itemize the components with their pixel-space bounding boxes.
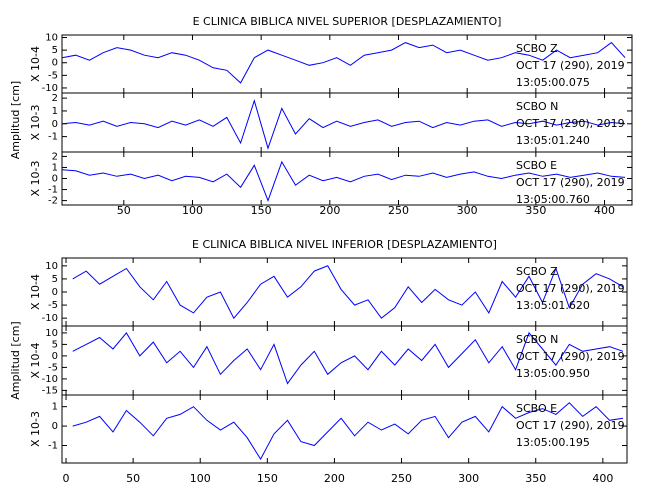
x-tick-label: 200 <box>324 472 345 485</box>
y-tick-label: 0 <box>52 351 58 362</box>
scale-label: X 10-3 <box>29 161 42 197</box>
waveform <box>72 265 624 320</box>
y-tick-label: -1 <box>48 185 58 196</box>
x-tick-label: 350 <box>525 472 546 485</box>
y-tick-label: 2 <box>52 151 58 162</box>
station-label: SCBO N <box>516 100 558 113</box>
x-tick-label: 300 <box>458 472 479 485</box>
station-label: OCT 17 (290), 2019 <box>516 419 625 432</box>
station-label: 13:05:00.075 <box>516 76 590 89</box>
x-tick-label: 50 <box>126 472 140 485</box>
station-label: SCBO Z <box>516 42 558 55</box>
y-tick-label: 0 <box>52 119 58 130</box>
station-label: 13:05:00.760 <box>516 193 590 206</box>
x-tick-label: 0 <box>63 472 70 485</box>
x-tick-label: 150 <box>257 472 278 485</box>
x-tick-label: 250 <box>388 204 409 217</box>
scale-label: X 10-4 <box>29 46 42 82</box>
y-tick-label: -10 <box>42 313 58 324</box>
y-tick-label: 0 <box>52 421 58 432</box>
y-tick-label: -2 <box>48 196 58 207</box>
x-tick-label: 150 <box>251 204 272 217</box>
waveform <box>61 41 626 84</box>
x-tick-label: 100 <box>182 204 203 217</box>
x-tick-label: 50 <box>117 204 131 217</box>
y-tick-label: 0 <box>52 174 58 185</box>
chart-title: E CLINICA BIBLICA NIVEL INFERIOR [DESPLA… <box>192 238 497 251</box>
station-label: OCT 17 (290), 2019 <box>516 59 625 72</box>
station-label: 13:05:01.620 <box>516 299 590 312</box>
x-tick-label: 100 <box>190 472 211 485</box>
scale-label: X 10-4 <box>29 343 42 379</box>
station-label: SCBO E <box>516 159 557 172</box>
x-tick-label: 200 <box>319 204 340 217</box>
station-label: 13:05:00.195 <box>516 436 590 449</box>
y-tick-label: 0 <box>52 58 58 69</box>
y-tick-label: 2 <box>52 93 58 104</box>
y-tick-label: 5 <box>52 274 58 285</box>
y-tick-label: -5 <box>48 300 58 311</box>
station-label: OCT 17 (290), 2019 <box>516 350 625 363</box>
station-label: 13:05:01.240 <box>516 134 590 147</box>
y-tick-label: 1 <box>52 106 58 117</box>
y-tick-label: 10 <box>45 328 58 339</box>
y-tick-label: -10 <box>42 83 58 94</box>
x-tick-label: 350 <box>525 204 546 217</box>
y-tick-label: -5 <box>48 70 58 81</box>
y-tick-label: 0 <box>52 287 58 298</box>
station-label: 13:05:00.950 <box>516 367 590 380</box>
scale-label: X 10-4 <box>29 274 42 310</box>
station-label: SCBO Z <box>516 265 558 278</box>
waveform <box>72 331 624 385</box>
y-tick-label: 1 <box>52 162 58 173</box>
y-tick-label: -1 <box>48 441 58 452</box>
y-tick-label: 10 <box>45 261 58 272</box>
x-tick-label: 250 <box>391 472 412 485</box>
station-label: SCBO N <box>516 333 558 346</box>
y-tick-label: -15 <box>42 385 58 396</box>
x-tick-label: 300 <box>457 204 478 217</box>
x-tick-label: 400 <box>592 472 613 485</box>
y-axis-label: Amplitud [cm] <box>9 321 22 399</box>
station-label: OCT 17 (290), 2019 <box>516 176 625 189</box>
station-label: OCT 17 (290), 2019 <box>516 282 625 295</box>
waveform <box>61 160 626 203</box>
x-tick-label: 400 <box>594 204 615 217</box>
y-tick-label: 10 <box>45 33 58 44</box>
station-label: SCBO E <box>516 402 557 415</box>
y-tick-label: 1 <box>52 402 58 413</box>
y-tick-label: 5 <box>52 339 58 350</box>
y-axis-label: Amplitud [cm] <box>9 81 22 159</box>
y-tick-label: -1 <box>48 132 58 143</box>
waveform <box>72 402 624 461</box>
scale-label: X 10-3 <box>29 411 42 447</box>
scale-label: X 10-3 <box>29 105 42 141</box>
panel-frame <box>61 394 628 464</box>
waveform <box>61 98 626 150</box>
y-tick-label: -5 <box>48 362 58 373</box>
y-tick-label: -10 <box>42 374 58 385</box>
y-tick-label: 5 <box>52 45 58 56</box>
station-label: OCT 17 (290), 2019 <box>516 117 625 130</box>
chart-title: E CLINICA BIBLICA NIVEL SUPERIOR [DESPLA… <box>193 15 502 28</box>
